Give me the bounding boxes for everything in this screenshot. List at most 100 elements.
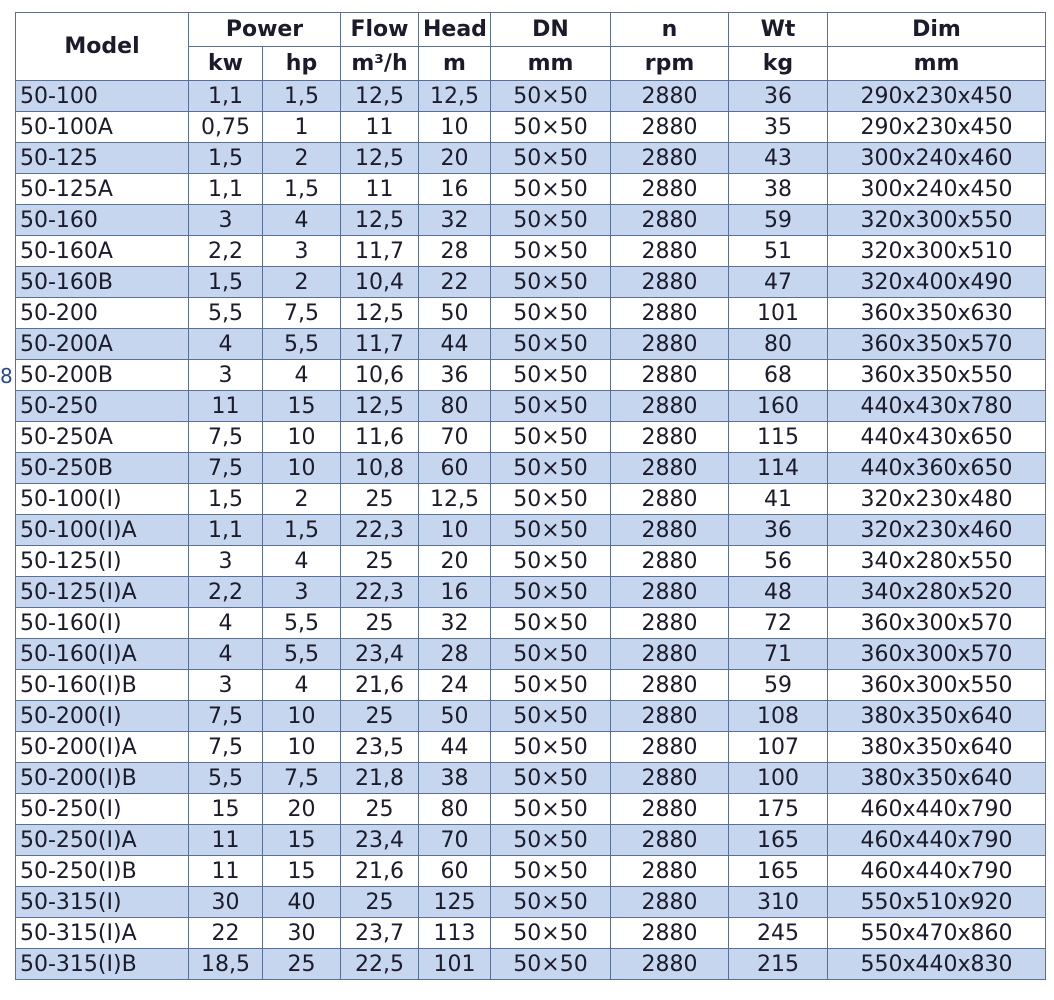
table-cell: 22	[188, 917, 263, 949]
table-cell: 50-200(I)B	[15, 762, 189, 794]
table-cell: 10	[418, 111, 491, 143]
table-row: 50-100(I)A 1,1 1,5 22,3 10 50×50 2880 36 320x230…	[15, 514, 1046, 546]
table-cell: 460x440x790	[827, 793, 1046, 825]
table-cell: 11	[188, 824, 263, 856]
table-cell: 3	[188, 204, 263, 236]
table-cell: 50-100A	[15, 111, 189, 143]
table-cell: 550x440x830	[827, 948, 1046, 980]
table-cell: 22,3	[340, 514, 419, 546]
table-cell: 5,5	[262, 638, 341, 670]
table-cell: 550x470x860	[827, 917, 1046, 949]
table-cell: 44	[418, 328, 491, 360]
header-cell: rpm	[610, 46, 729, 81]
table-body: 50-100 1,1 1,5 12,5 12,5 50×50 2880 36 290x230x4…	[15, 80, 1046, 980]
table-cell: 11,7	[340, 328, 419, 360]
header-cell: Wt	[728, 12, 828, 47]
table-cell: 28	[418, 638, 491, 670]
table-row: 50-250(I)A 11 15 23,4 70 50×50 2880 165 460x440x…	[15, 824, 1046, 856]
table-cell: 125	[418, 886, 491, 918]
table-cell: 100	[728, 762, 828, 794]
table-cell: 12,5	[340, 204, 419, 236]
table-cell: 4	[262, 204, 341, 236]
table-cell: 50-250(I)B	[15, 855, 189, 887]
table-cell: 165	[728, 855, 828, 887]
table-cell: 50-250	[15, 390, 189, 422]
table-cell: 2880	[610, 700, 729, 732]
table-cell: 50-250(I)A	[15, 824, 189, 856]
table-cell: 2880	[610, 545, 729, 577]
table-cell: 50×50	[490, 545, 611, 577]
table-cell: 10	[262, 731, 341, 763]
header-cell: Model	[15, 12, 189, 81]
header-cell: mm	[490, 46, 611, 81]
table-cell: 50×50	[490, 638, 611, 670]
table-cell: 50-250B	[15, 452, 189, 484]
table-cell: 50-200(I)	[15, 700, 189, 732]
table-cell: 50-250A	[15, 421, 189, 453]
table-cell: 50-125(I)A	[15, 576, 189, 608]
table-cell: 550x510x920	[827, 886, 1046, 918]
table-cell: 50×50	[490, 452, 611, 484]
table-cell: 50×50	[490, 359, 611, 391]
table-cell: 50-160A	[15, 235, 189, 267]
table-cell: 340x280x520	[827, 576, 1046, 608]
table-cell: 25	[340, 793, 419, 825]
table-cell: 4	[262, 359, 341, 391]
table-row: 50-100(I) 1,5 2 25 12,5 50×50 2880 41 320x230x48…	[15, 483, 1046, 515]
table-cell: 440x430x780	[827, 390, 1046, 422]
table-cell: 20	[262, 793, 341, 825]
header-cell: DN	[490, 12, 611, 47]
table-cell: 50×50	[490, 297, 611, 329]
table-cell: 10	[262, 452, 341, 484]
table-cell: 48	[728, 576, 828, 608]
table-cell: 23,5	[340, 731, 419, 763]
header-cell: mm	[827, 46, 1046, 81]
table-cell: 50×50	[490, 514, 611, 546]
table-cell: 7,5	[188, 700, 263, 732]
table-cell: 107	[728, 731, 828, 763]
table-cell: 2880	[610, 638, 729, 670]
table-cell: 340x280x550	[827, 545, 1046, 577]
table-cell: 50-315(I)B	[15, 948, 189, 980]
table-row: 50-125A 1,1 1,5 11 16 50×50 2880 38 300x240x450	[15, 173, 1046, 205]
table-cell: 24	[418, 669, 491, 701]
table-cell: 440x430x650	[827, 421, 1046, 453]
table-cell: 23,4	[340, 638, 419, 670]
table-cell: 2880	[610, 390, 729, 422]
table-cell: 68	[728, 359, 828, 391]
table-cell: 32	[418, 204, 491, 236]
table-cell: 38	[418, 762, 491, 794]
table-cell: 460x440x790	[827, 855, 1046, 887]
table-row: 50-100A 0,75 1 11 10 50×50 2880 35 290x230x450	[15, 111, 1046, 143]
table-cell: 300x240x450	[827, 173, 1046, 205]
table-cell: 50-200(I)A	[15, 731, 189, 763]
table-row: 50-200(I)A 7,5 10 23,5 44 50×50 2880 107 380x350…	[15, 731, 1046, 763]
table-cell: 165	[728, 824, 828, 856]
table-cell: 22,3	[340, 576, 419, 608]
table-cell: 2880	[610, 886, 729, 918]
spec-table: Model Power Flow Head DN n Wt Dim kw hp m³…	[15, 12, 1046, 980]
table-cell: 56	[728, 545, 828, 577]
table-cell: 51	[728, 235, 828, 267]
table-cell: 40	[262, 886, 341, 918]
table-cell: 380x350x640	[827, 762, 1046, 794]
table-cell: 1,5	[188, 266, 263, 298]
table-cell: 16	[418, 173, 491, 205]
table-cell: 50×50	[490, 142, 611, 174]
table-cell: 320x230x480	[827, 483, 1046, 515]
table-cell: 50×50	[490, 917, 611, 949]
table-cell: 300x240x460	[827, 142, 1046, 174]
table-cell: 15	[262, 855, 341, 887]
table-cell: 50×50	[490, 390, 611, 422]
table-cell: 50-160(I)A	[15, 638, 189, 670]
table-cell: 115	[728, 421, 828, 453]
table-cell: 7,5	[262, 297, 341, 329]
table-row: 50-160A 2,2 3 11,7 28 50×50 2880 51 320x300x510	[15, 235, 1046, 267]
table-cell: 10,4	[340, 266, 419, 298]
table-cell: 72	[728, 607, 828, 639]
table-cell: 4	[262, 545, 341, 577]
table-cell: 50-125(I)	[15, 545, 189, 577]
table-cell: 50-160B	[15, 266, 189, 298]
table-cell: 5,5	[188, 297, 263, 329]
